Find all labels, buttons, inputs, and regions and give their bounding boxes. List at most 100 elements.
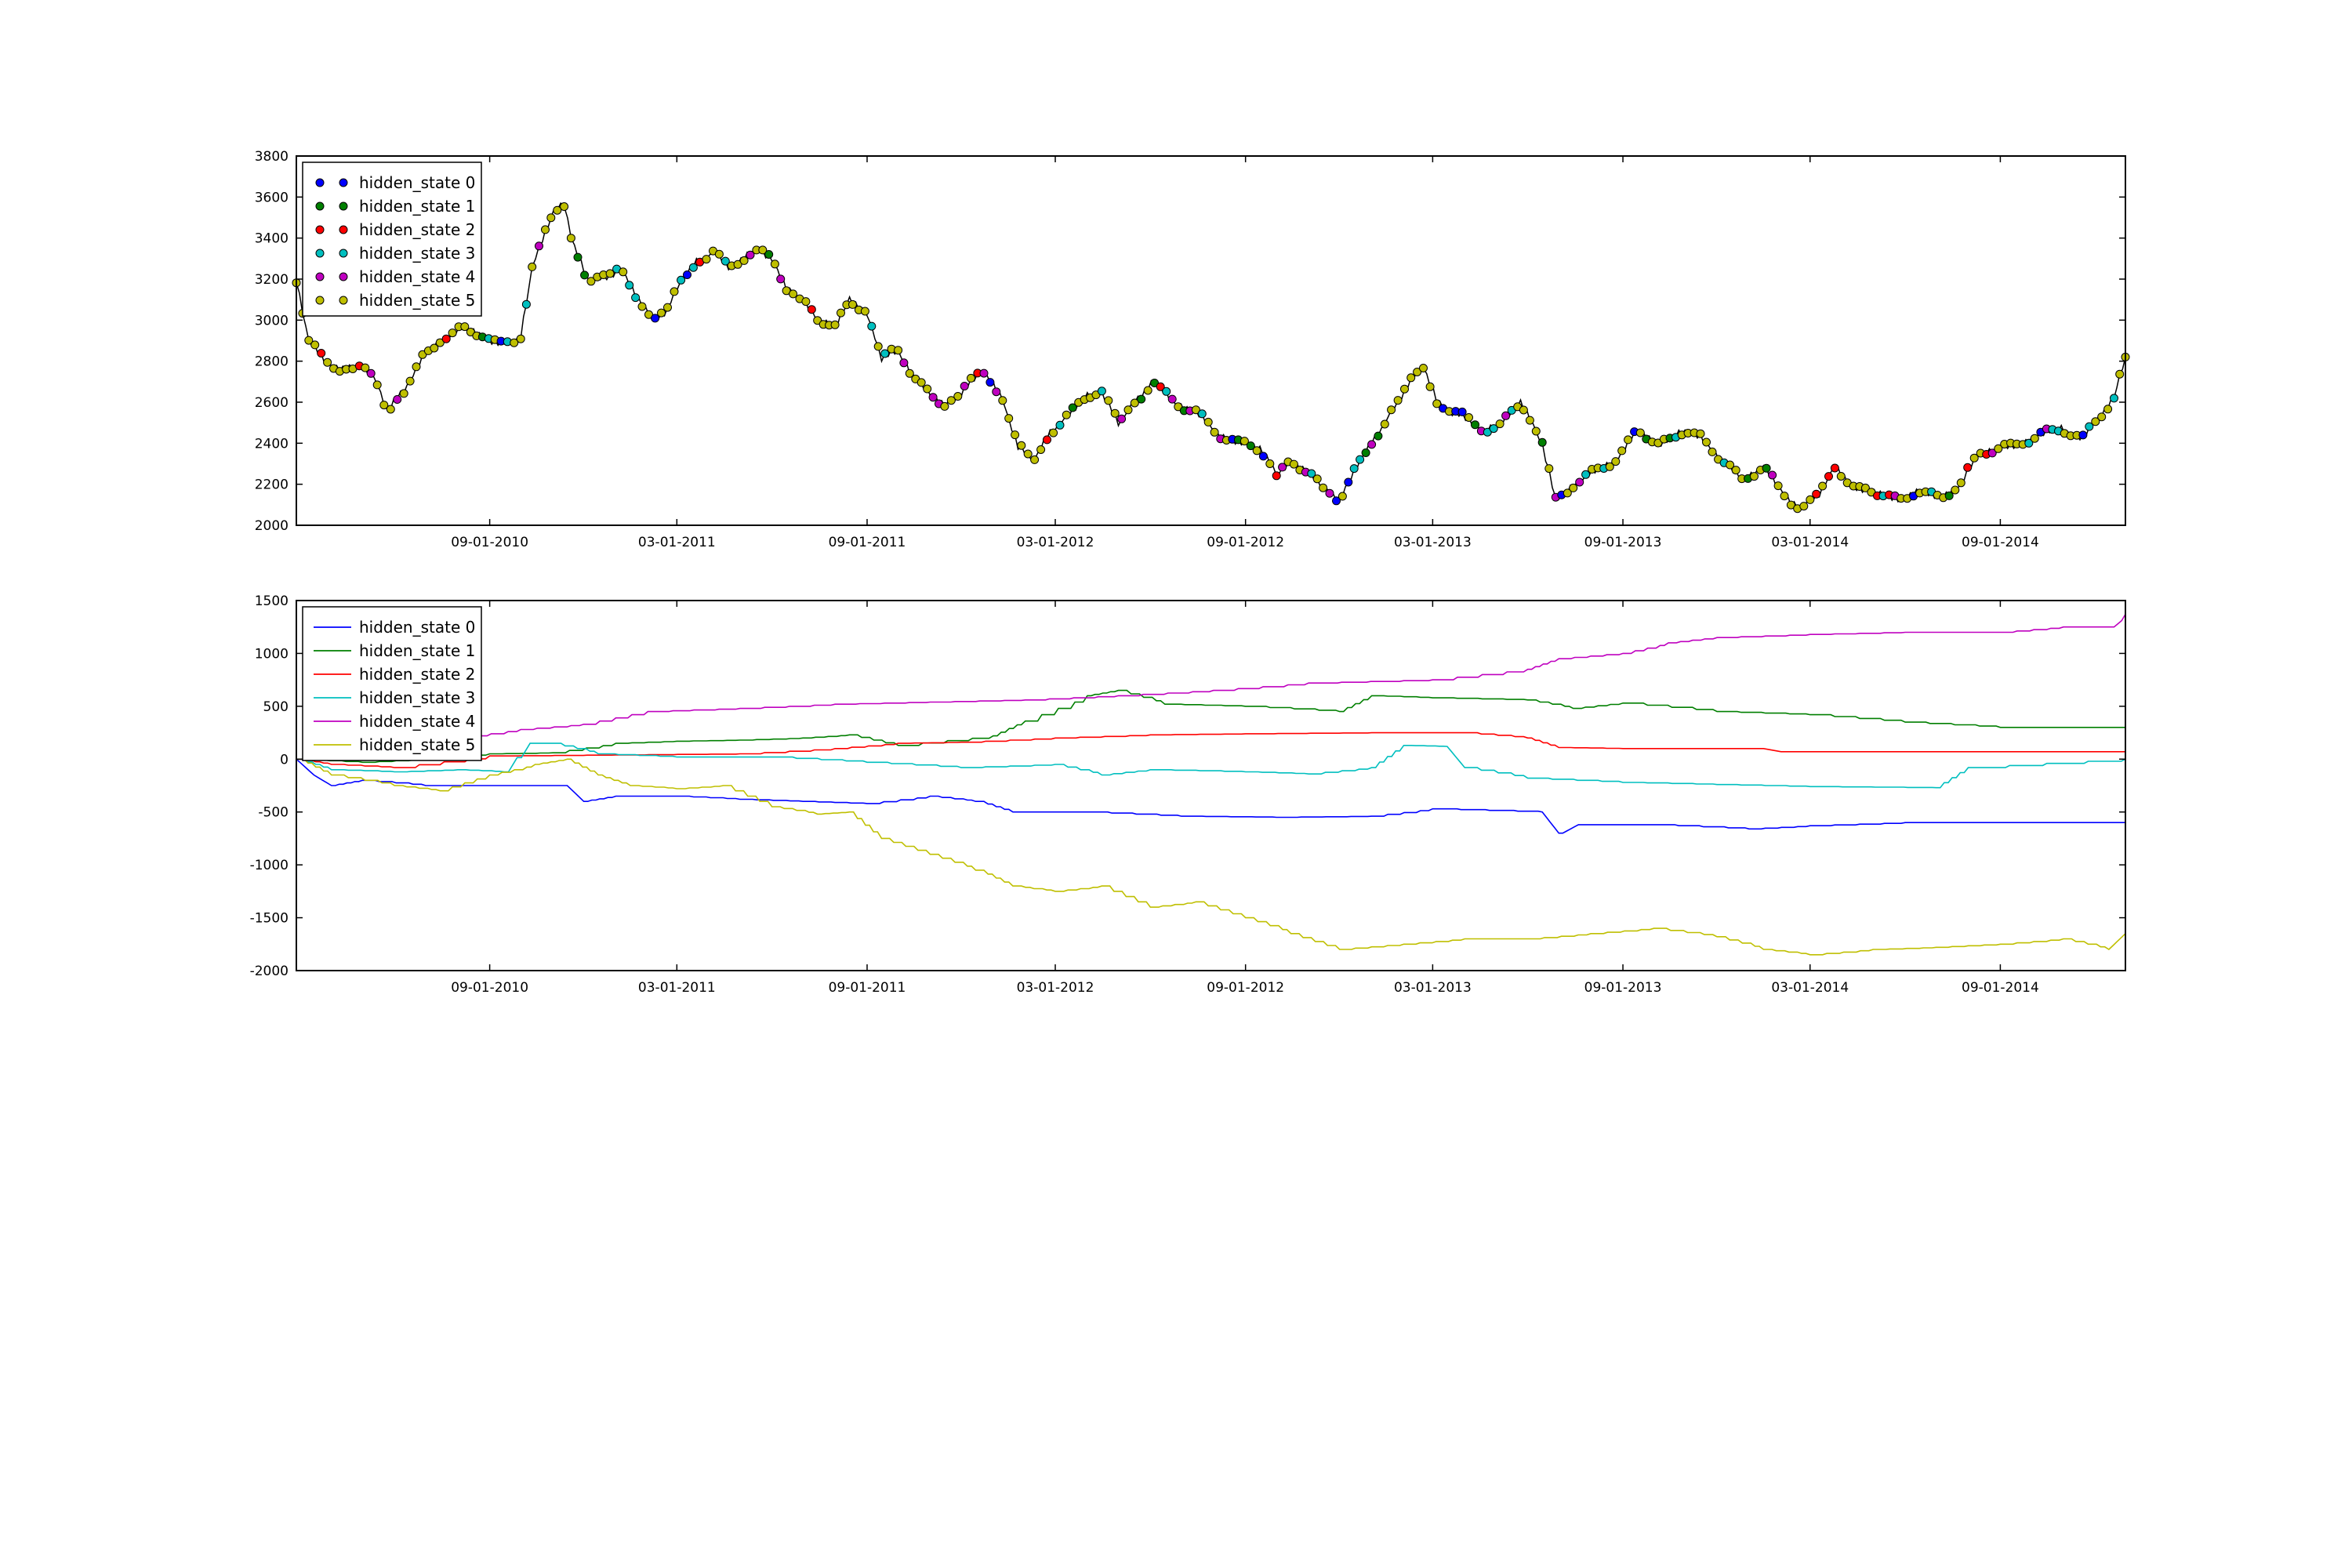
point-hidden-state-3	[1162, 387, 1171, 396]
point-hidden-state-5	[2030, 434, 2039, 443]
x-tick-label: 09-01-2011	[829, 535, 906, 550]
point-hidden-state-3	[720, 256, 730, 266]
point-hidden-state-2	[1824, 472, 1833, 481]
point-hidden-state-5	[1400, 384, 1409, 394]
point-hidden-state-4	[535, 241, 543, 251]
point-hidden-state-5	[644, 310, 653, 319]
point-hidden-state-1	[1137, 394, 1146, 404]
legend-label: hidden_state 3	[359, 688, 475, 707]
point-hidden-state-5	[586, 277, 596, 286]
series-line-hidden-state-0	[296, 758, 2125, 834]
point-hidden-state-5	[435, 338, 445, 347]
point-hidden-state-4	[746, 250, 755, 260]
y-tick-label: 2200	[255, 477, 289, 493]
point-hidden-state-5	[460, 322, 470, 332]
y-tick-label: 1000	[255, 646, 289, 662]
point-hidden-state-5	[1956, 478, 1965, 488]
point-hidden-state-5	[1786, 500, 1795, 510]
legend-marker	[339, 296, 348, 305]
plot-frame-top	[296, 155, 2126, 526]
point-hidden-state-5	[916, 378, 926, 387]
point-hidden-state-5	[1062, 410, 1071, 419]
y-axis-ticks-bottom: -2000 -1500 -1000 -500 0 500 1000 1500	[250, 593, 2125, 979]
point-hidden-state-5	[1210, 427, 1219, 437]
point-hidden-state-5	[323, 358, 332, 367]
x-tick-label: 09-01-2011	[829, 980, 906, 996]
x-axis-ticks-bottom: 09-01-2010 03-01-2011 09-01-2011 03-01-2012…	[451, 601, 2039, 996]
point-hidden-state-5	[1569, 483, 1578, 492]
x-tick-label: 03-01-2011	[638, 980, 716, 996]
point-hidden-state-5	[1004, 414, 1014, 423]
point-hidden-state-5	[1818, 481, 1828, 491]
point-hidden-state-5	[1123, 405, 1133, 415]
point-hidden-state-5	[1994, 444, 2003, 453]
x-tick-label: 03-01-2012	[1017, 535, 1094, 550]
point-hidden-state-5	[1203, 417, 1213, 426]
x-tick-label: 03-01-2011	[638, 535, 716, 550]
point-hidden-state-3	[631, 293, 641, 303]
legend-top: hidden_state 0 hidden_state 1 hidden_state…	[302, 162, 482, 317]
x-tick-label: 09-01-2014	[1962, 980, 2039, 996]
point-hidden-state-3	[677, 275, 686, 285]
legend-marker	[315, 178, 325, 187]
point-hidden-state-4	[992, 387, 1001, 397]
point-hidden-state-5	[1611, 457, 1621, 466]
point-hidden-state-5	[702, 255, 711, 264]
point-hidden-state-4	[899, 358, 909, 368]
legend-label: hidden_state 2	[359, 665, 475, 684]
point-hidden-state-5	[758, 245, 768, 255]
y-tick-label: 2800	[255, 354, 289, 370]
point-hidden-state-5	[801, 297, 811, 307]
point-hidden-state-5	[848, 299, 857, 309]
series-line-hidden-state-3	[296, 742, 2126, 789]
point-hidden-state-0	[1457, 407, 1467, 416]
point-hidden-state-3	[1356, 455, 1365, 464]
plot-area-bottom	[296, 601, 2125, 971]
legend-label: hidden_state 4	[359, 267, 475, 286]
plot-frame-bottom	[296, 600, 2126, 971]
y-tick-label: -500	[258, 805, 289, 821]
point-hidden-state-5	[1393, 396, 1403, 405]
legend-marker	[339, 272, 348, 281]
point-hidden-state-5	[1432, 399, 1442, 408]
point-hidden-state-5	[566, 234, 575, 243]
point-hidden-state-5	[1036, 445, 1046, 454]
point-hidden-state-5	[1624, 435, 1633, 445]
point-hidden-state-4	[960, 382, 969, 390]
legend-marker	[315, 249, 325, 258]
point-hidden-state-2	[1812, 489, 1821, 499]
point-hidden-state-2	[1156, 382, 1165, 391]
point-hidden-state-2	[441, 334, 451, 343]
point-hidden-state-0	[2078, 430, 2088, 440]
point-hidden-state-3	[1197, 409, 1207, 419]
point-hidden-state-4	[366, 368, 376, 378]
point-hidden-state-5	[310, 340, 320, 350]
x-tick-label: 09-01-2010	[451, 535, 528, 550]
point-hidden-state-5	[386, 405, 395, 414]
point-hidden-state-3	[521, 299, 531, 309]
y-tick-label: -1000	[250, 858, 289, 873]
point-hidden-state-5	[546, 213, 556, 223]
point-hidden-state-1	[764, 250, 774, 259]
point-hidden-state-3	[688, 263, 698, 272]
point-hidden-state-4	[1768, 470, 1777, 480]
point-hidden-state-5	[466, 328, 475, 336]
y-tick-label: 2000	[255, 518, 289, 534]
point-hidden-state-5	[1617, 446, 1627, 456]
point-hidden-state-5	[1605, 462, 1614, 471]
point-hidden-state-5	[448, 328, 457, 338]
point-hidden-state-5	[998, 396, 1007, 405]
point-hidden-state-5	[1011, 430, 1020, 440]
point-hidden-state-5	[1702, 437, 1711, 447]
legend-label: hidden_state 0	[359, 618, 475, 637]
point-hidden-state-4	[928, 393, 938, 402]
point-hidden-state-4	[776, 274, 786, 284]
point-hidden-state-5	[1563, 488, 1572, 498]
x-tick-label: 03-01-2013	[1394, 980, 1472, 996]
point-hidden-state-2	[1272, 471, 1281, 481]
point-hidden-state-5	[1708, 447, 1717, 456]
point-hidden-state-5	[953, 392, 963, 401]
point-hidden-state-2	[1830, 463, 1839, 473]
point-hidden-state-5	[1726, 460, 1735, 470]
y-tick-label: -1500	[250, 911, 289, 927]
